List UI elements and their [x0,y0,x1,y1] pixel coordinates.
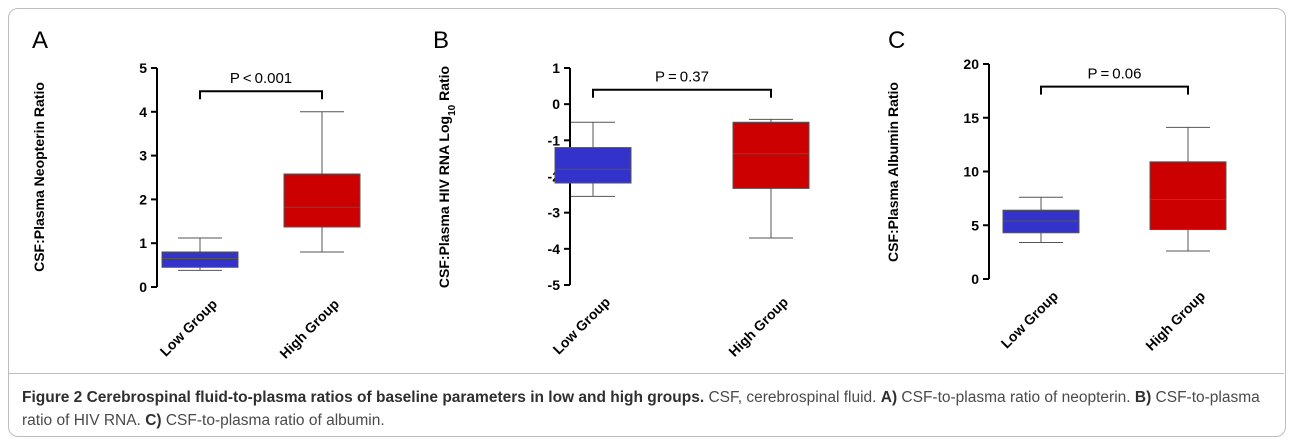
y-tick-label: -5 [548,277,561,293]
y-tick-label: 20 [963,56,979,72]
y-tick-label: 1 [139,235,147,251]
caption-separator [9,373,1284,374]
caption-a-label: A) [880,389,898,406]
category-label: Low Group [157,296,221,360]
p-value-label: P < 0.001 [230,70,292,87]
panel-letter: B [433,27,449,54]
caption-abbrev: CSF, cerebrospinal fluid. [704,389,881,406]
y-axis-label: CSF:Plasma HIV RNA Log10 Ratio [436,66,458,288]
significance-bracket [199,90,323,100]
caption-a-text: CSF-to-plasma ratio of neopterin. [897,389,1135,406]
caption-b-label: B) [1134,389,1152,406]
box-high [283,173,361,228]
panel-a: A 0 1 2 3 4 5 CSF:Plasma Neopterin Ratio Low Gro… [31,27,361,362]
y-tick-label: -4 [548,241,561,257]
panel-letter: A [32,27,48,54]
category-label: Low Group [550,294,614,358]
category-label: High Group [276,296,342,362]
p-value-label: P = 0.37 [655,69,709,86]
y-tick-label: 0 [139,279,147,295]
y-tick-label: 5 [139,60,147,76]
category-label: Low Group [998,288,1062,352]
figure-title: Cerebrospinal fluid-to-plasma ratios of … [86,389,705,406]
y-tick-label: 3 [139,148,147,164]
y-axis-label: CSF:Plasma Neopterin Ratio [31,82,47,272]
significance-bracket [592,88,772,98]
figure-caption: Figure 2 Cerebrospinal fluid-to-plasma r… [22,386,1272,432]
panel-c: C 0 5 10 15 20 CSF:Plasma Albumin Ratio Low Gro… [885,27,1227,354]
box-low [554,147,632,184]
y-tick-label: 5 [971,217,979,233]
y-tick-label: 0 [971,271,979,287]
box-high [1149,161,1227,231]
y-tick-label: -1 [548,132,561,148]
y-tick-label: 4 [139,104,147,120]
y-axis-label: CSF:Plasma Albumin Ratio [885,82,901,262]
category-label: High Group [1142,288,1208,354]
figure-panels: A 0 1 2 3 4 5 CSF:Plasma Neopterin Ratio Low Gro… [31,27,1227,362]
y-tick-label: 0 [552,96,560,112]
box-high [732,121,810,189]
caption-c-label: C) [145,412,162,429]
y-tick-label: 10 [963,164,979,180]
panel-letter: C [888,27,905,54]
p-value-label: P = 0.06 [1088,66,1142,83]
box-low [161,251,239,268]
y-tick-label: -3 [548,205,561,221]
y-tick-label: 1 [552,60,560,76]
y-tick-label: 2 [139,191,147,207]
box-low [1002,209,1080,234]
caption-b-text: CSF-to-plasma ratio of HIV RNA. [22,389,1260,429]
y-tick-label: 15 [963,110,979,126]
caption-c-text: CSF-to-plasma ratio of albumin. [161,412,385,429]
figure-label: Figure 2 [22,389,83,406]
category-label: High Group [725,294,791,360]
significance-bracket [1040,85,1189,95]
